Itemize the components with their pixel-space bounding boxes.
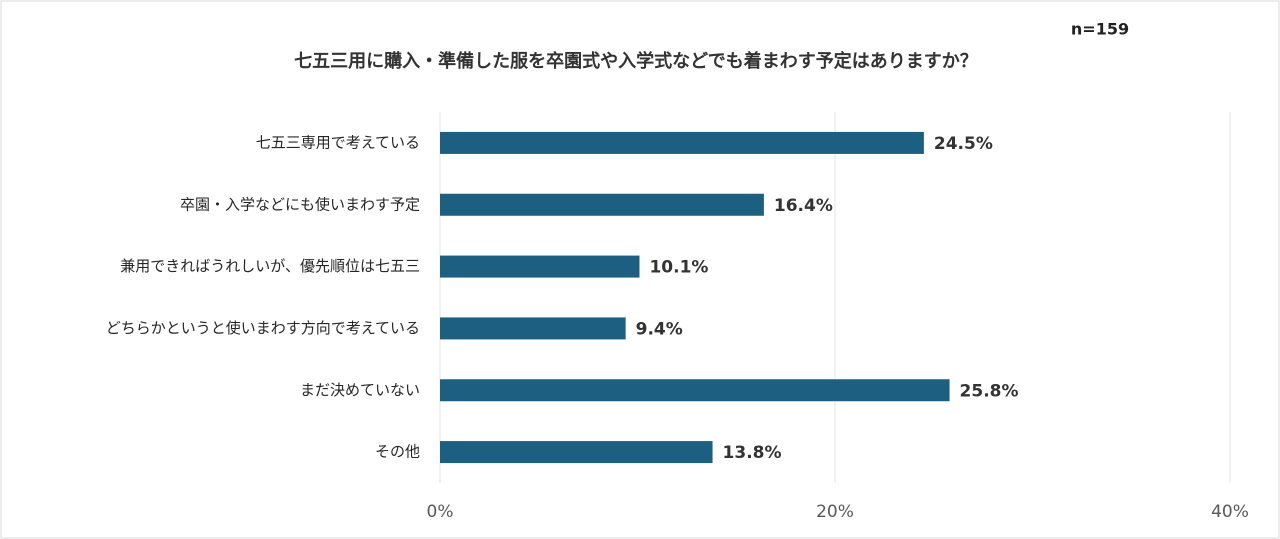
annotation: n=159 — [1071, 20, 1129, 39]
x-tick-label: 20% — [816, 502, 854, 522]
bar — [440, 317, 626, 340]
y-tick-label: まだ決めていない — [300, 381, 420, 399]
x-tick-label: 40% — [1211, 502, 1249, 522]
y-tick-label: 七五三専用で考えている — [256, 133, 420, 151]
value-label: 9.4% — [636, 319, 683, 339]
y-tick-label: 卒園・入学などにも使いまわす予定 — [180, 195, 420, 213]
bar — [440, 193, 764, 216]
value-label: 16.4% — [774, 196, 833, 216]
chart-title: 七五三用に購入・準備した服を卒園式や入学式などでも着まわす予定はありますか？ — [294, 50, 978, 72]
bar — [440, 131, 924, 154]
y-tick-label: どちらかというと使いまわす方向で考えている — [106, 319, 420, 337]
bar — [440, 441, 713, 464]
x-tick-label: 0% — [427, 502, 454, 522]
value-label: 24.5% — [934, 134, 993, 154]
bar — [440, 379, 950, 402]
value-label: 13.8% — [723, 443, 782, 463]
y-tick-label: 兼用できればうれしいが、優先順位は七五三 — [120, 257, 420, 275]
bar — [440, 255, 640, 278]
value-label: 10.1% — [649, 258, 708, 278]
value-label: 25.8% — [960, 381, 1019, 401]
y-tick-label: その他 — [375, 443, 420, 461]
